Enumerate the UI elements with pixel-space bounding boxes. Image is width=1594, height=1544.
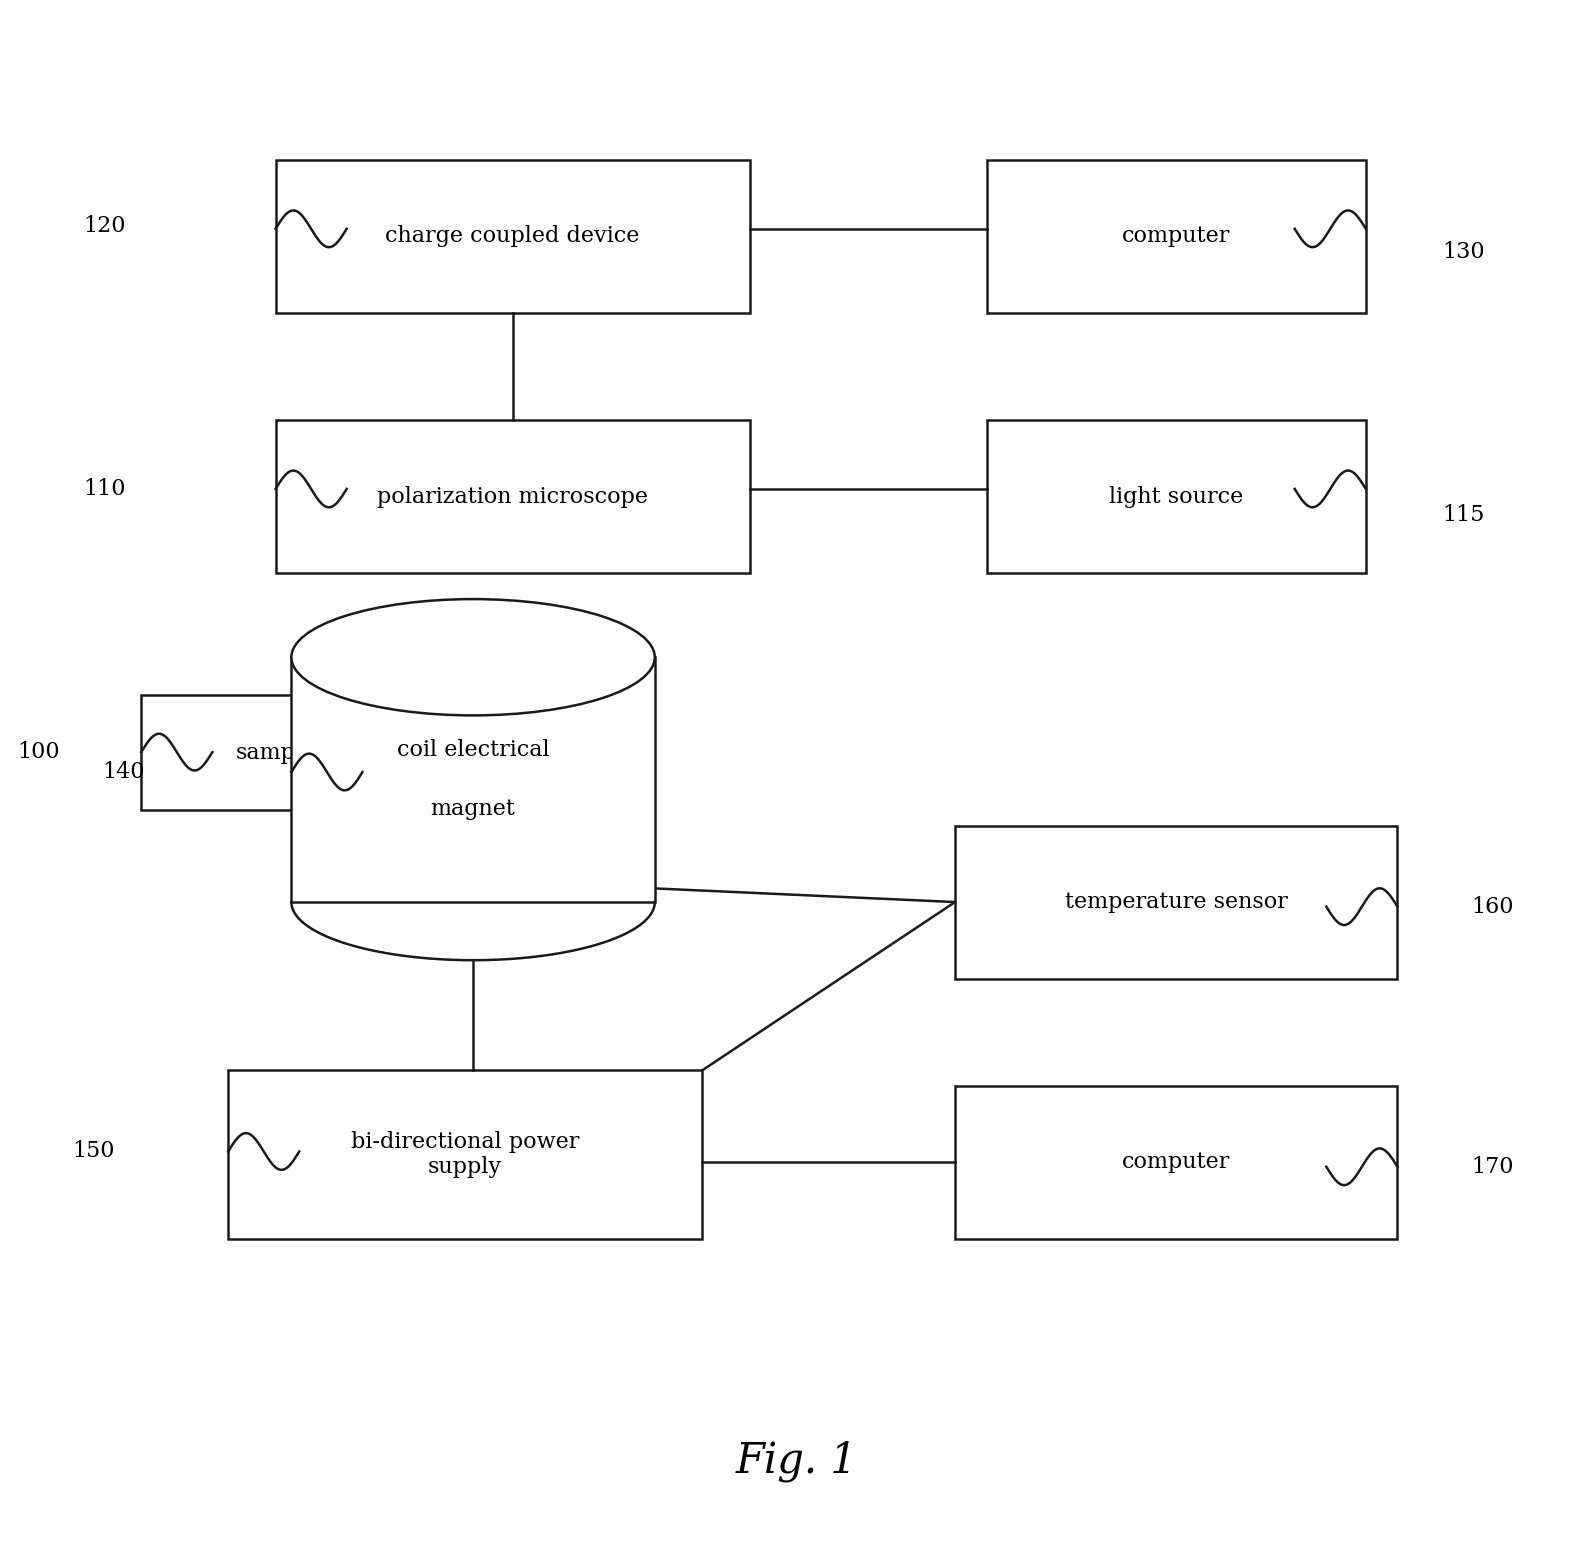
Text: computer: computer bbox=[1122, 225, 1231, 247]
Text: light source: light source bbox=[1109, 485, 1243, 508]
Bar bbox=[276, 420, 749, 573]
Bar bbox=[955, 826, 1398, 979]
Text: magnet: magnet bbox=[430, 798, 515, 820]
Text: 150: 150 bbox=[73, 1141, 115, 1163]
Text: 140: 140 bbox=[102, 761, 145, 783]
Text: 130: 130 bbox=[1443, 241, 1486, 262]
Ellipse shape bbox=[292, 599, 655, 715]
Text: polarization microscope: polarization microscope bbox=[378, 485, 649, 508]
Text: 160: 160 bbox=[1471, 896, 1513, 917]
Bar bbox=[276, 161, 749, 313]
Text: coil electrical: coil electrical bbox=[397, 740, 550, 761]
Bar bbox=[228, 1070, 703, 1238]
Text: 120: 120 bbox=[83, 215, 126, 236]
Text: 100: 100 bbox=[18, 741, 61, 763]
Bar bbox=[292, 658, 655, 902]
Bar bbox=[955, 1085, 1398, 1238]
Text: 110: 110 bbox=[83, 479, 126, 500]
Bar bbox=[987, 161, 1366, 313]
Text: 170: 170 bbox=[1471, 1156, 1513, 1178]
Bar bbox=[142, 695, 410, 811]
Text: sample: sample bbox=[236, 741, 316, 764]
Bar bbox=[987, 420, 1366, 573]
Text: charge coupled device: charge coupled device bbox=[386, 225, 639, 247]
Text: Fig. 1: Fig. 1 bbox=[736, 1439, 858, 1482]
Text: temperature sensor: temperature sensor bbox=[1065, 891, 1288, 913]
Text: 115: 115 bbox=[1443, 503, 1486, 527]
Text: computer: computer bbox=[1122, 1152, 1231, 1173]
Text: bi-directional power
supply: bi-directional power supply bbox=[351, 1130, 579, 1178]
